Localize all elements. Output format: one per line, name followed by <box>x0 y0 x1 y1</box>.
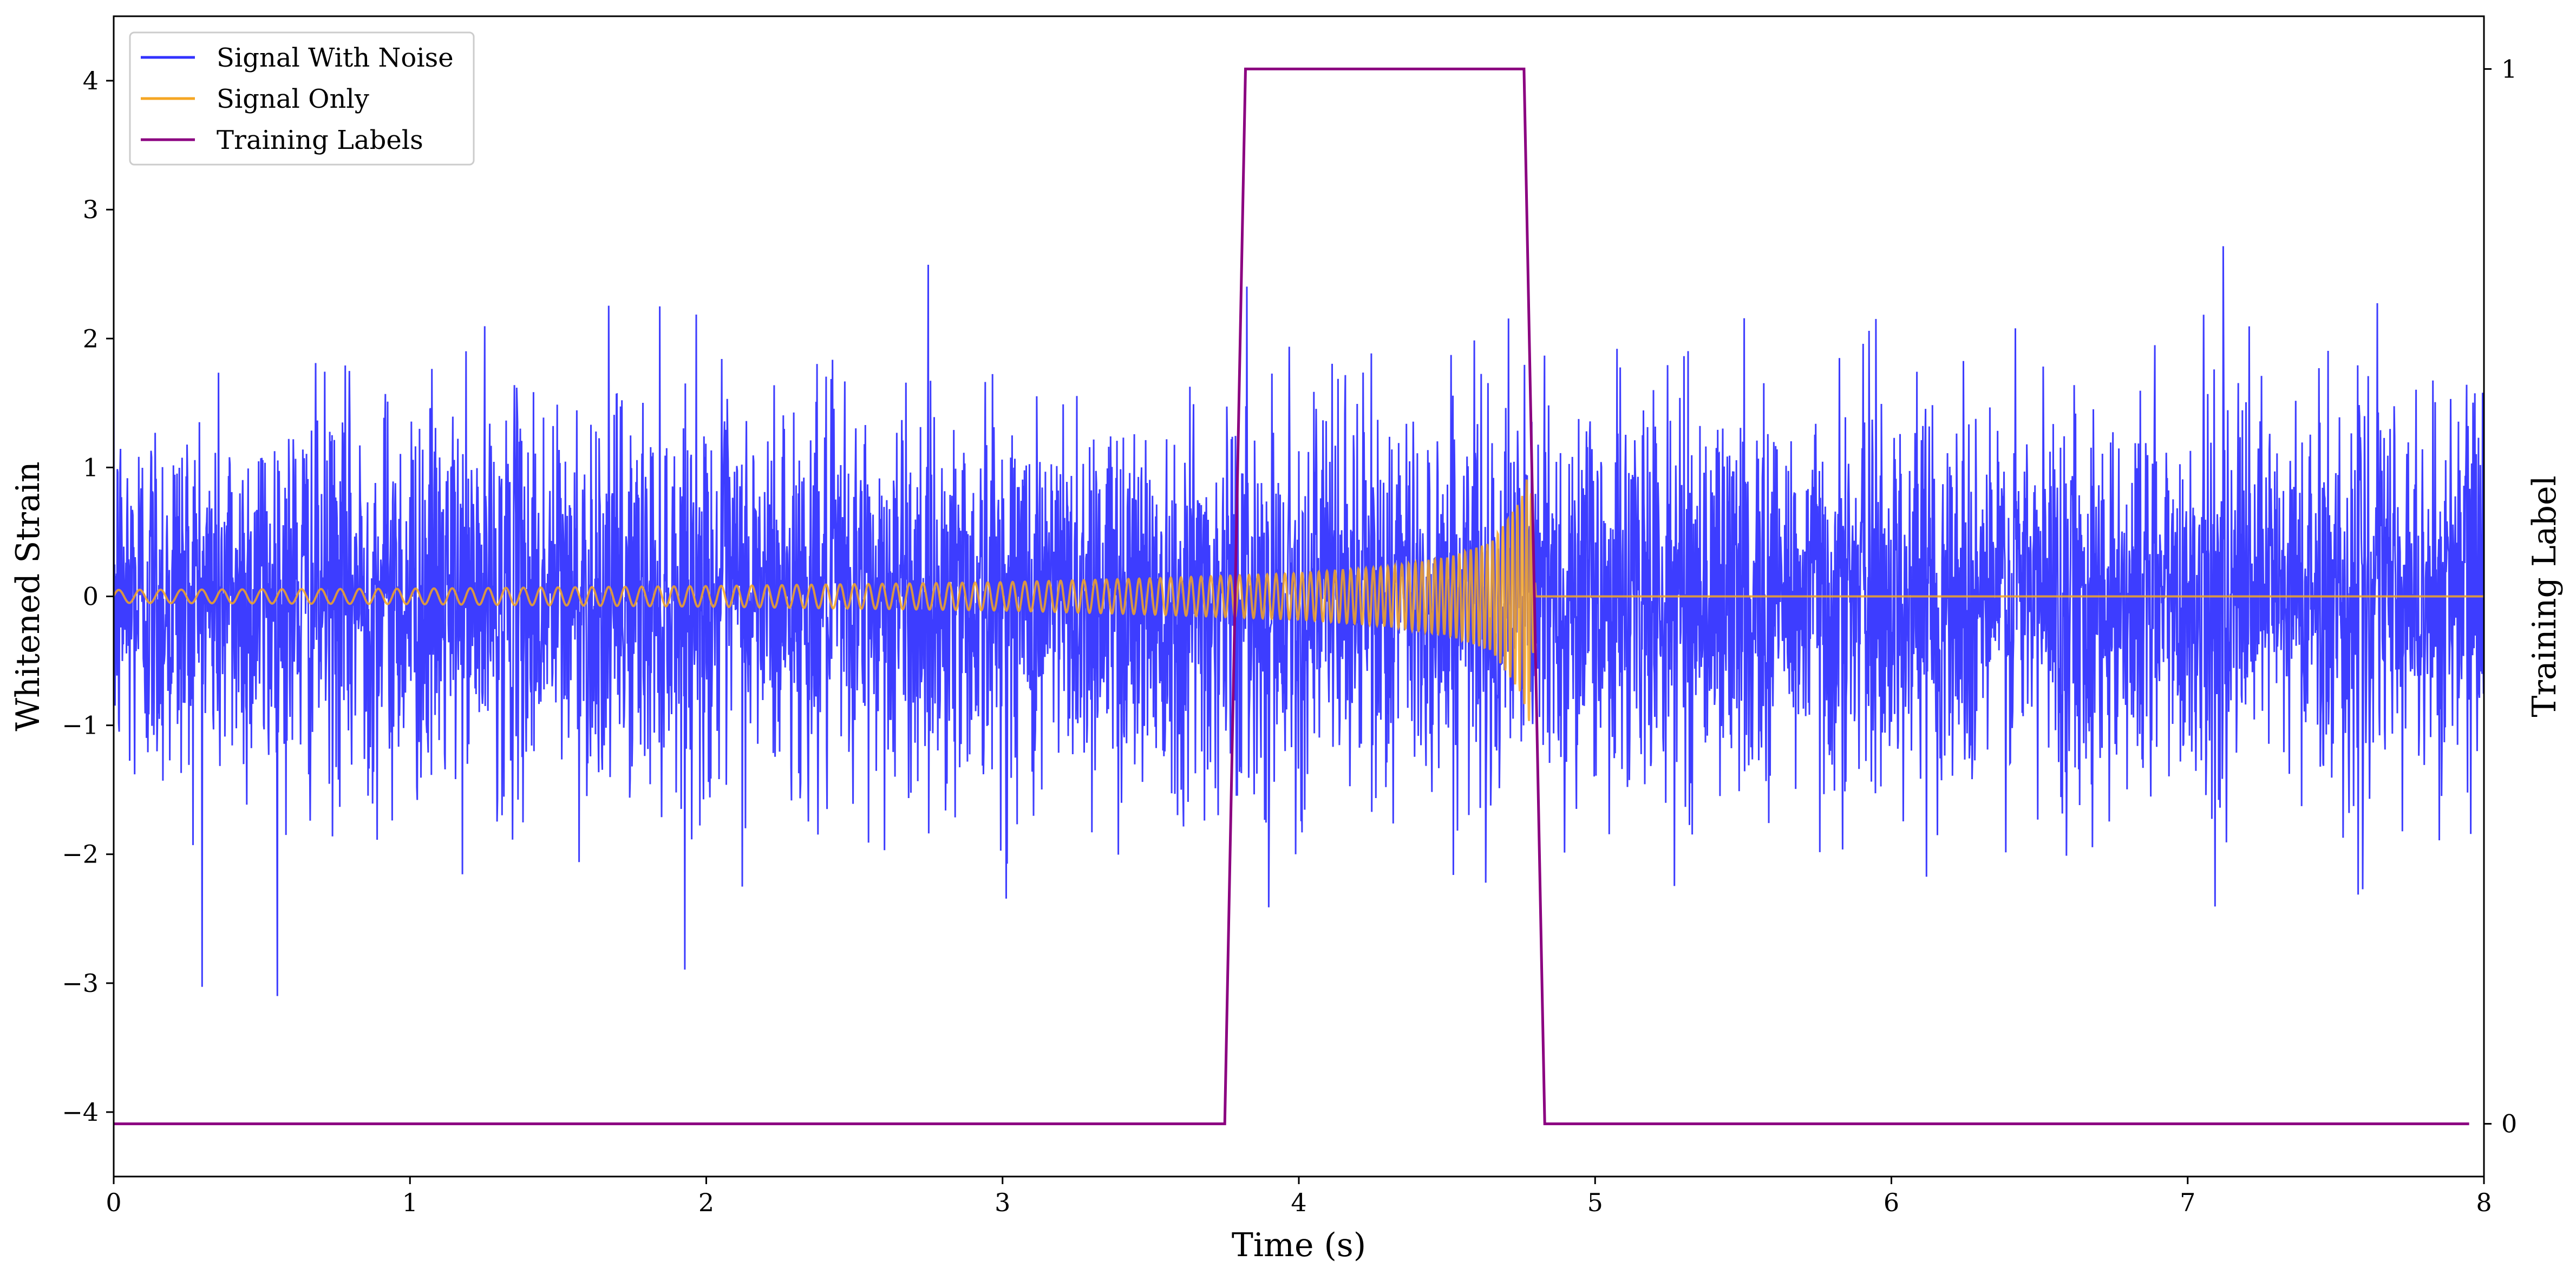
x-tick-label: 5 <box>1587 1188 1603 1217</box>
x-tick-label: 7 <box>2180 1188 2195 1217</box>
y-tick-label: 2 <box>83 324 99 353</box>
legend-label-training-labels: Training Labels <box>217 125 423 155</box>
y2-tick-label: 1 <box>2501 54 2517 83</box>
legend-label-signal-with-noise: Signal With Noise <box>217 43 454 73</box>
x-axis: 0 1 2 3 4 5 6 7 8 <box>106 1177 2492 1217</box>
y-tick-label: −2 <box>62 840 99 869</box>
signal-series <box>113 479 2484 721</box>
y2-tick-label: 0 <box>2501 1109 2517 1139</box>
legend-box <box>129 31 475 166</box>
y-tick-label: 1 <box>83 453 99 482</box>
x-tick-label: 3 <box>995 1188 1010 1217</box>
y-tick-label: 4 <box>83 66 99 95</box>
y-tick-label: −1 <box>62 711 99 740</box>
y-tick-label: 0 <box>83 582 99 611</box>
signal-only-line <box>113 479 2484 721</box>
y-axis-label: Whitened Strain <box>9 461 47 731</box>
y-tick-label: 3 <box>83 195 99 224</box>
x-tick-label: 8 <box>2476 1188 2492 1217</box>
legend: Signal With Noise Signal Only Training L… <box>129 31 475 166</box>
x-tick-label: 6 <box>1884 1188 1899 1217</box>
y2-axis-label: Training Label <box>2526 475 2564 717</box>
y-axis-left: −4 −3 −2 −1 0 1 2 3 4 <box>62 66 114 1127</box>
training-label-series <box>114 67 2469 1126</box>
x-tick-label: 0 <box>106 1188 121 1217</box>
noise-series <box>113 246 2485 996</box>
y-axis-right: 01 <box>2484 54 2517 1139</box>
legend-label-signal-only: Signal Only <box>217 84 369 114</box>
x-tick-label: 4 <box>1291 1188 1306 1217</box>
x-axis-label: Time (s) <box>1232 1226 1366 1264</box>
y-tick-label: −4 <box>62 1097 99 1127</box>
signal-with-noise-line <box>113 246 2485 996</box>
training-labels-line <box>114 67 2469 1126</box>
x-tick-label: 1 <box>402 1188 418 1217</box>
y-tick-label: −3 <box>62 969 99 998</box>
x-tick-label: 2 <box>698 1188 714 1217</box>
